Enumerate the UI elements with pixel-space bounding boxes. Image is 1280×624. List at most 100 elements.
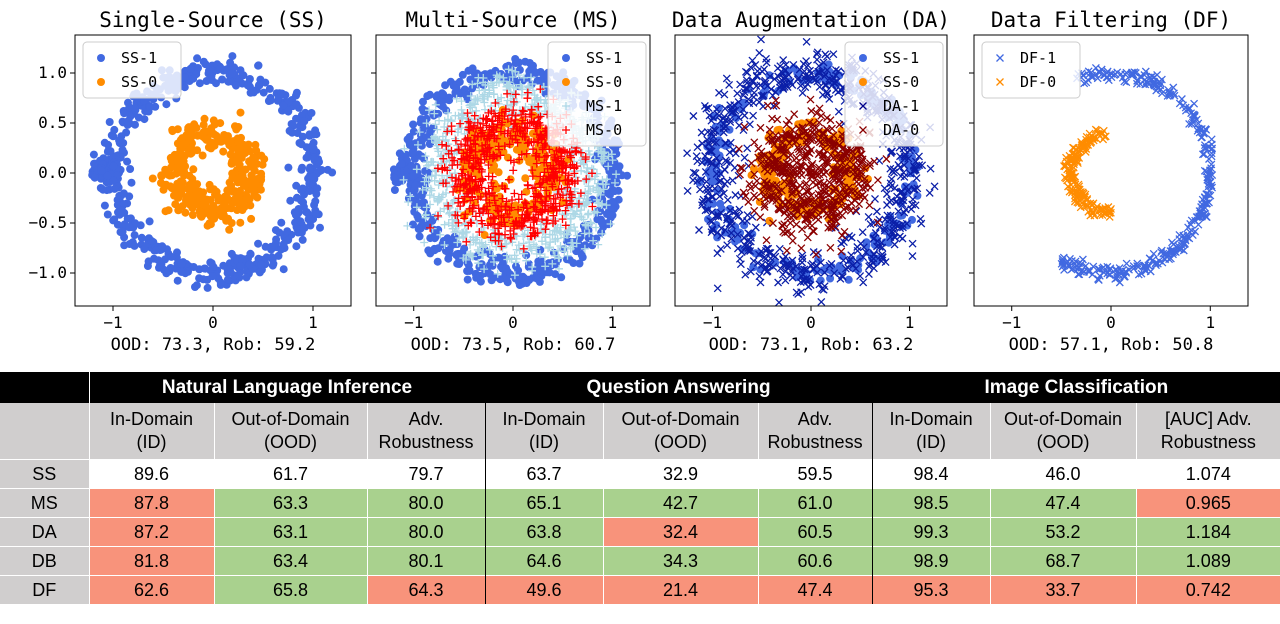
- df-1-point: [1141, 267, 1150, 276]
- da-1-point: [719, 189, 728, 198]
- da-0-point: [768, 137, 777, 146]
- da-1-point: [743, 68, 752, 77]
- ss-1-point: [306, 221, 315, 230]
- da-0-point: [768, 114, 777, 123]
- ms-0-point: [466, 146, 475, 155]
- ss-0-point: [225, 225, 234, 234]
- ms-0-point: [532, 159, 541, 168]
- ss-1-point: [254, 61, 263, 70]
- ms-1-point: [493, 73, 502, 82]
- da-1-point: [841, 264, 850, 273]
- da-1-point: [749, 77, 758, 86]
- ss-0-point: [247, 171, 256, 180]
- da-1-point: [758, 260, 766, 269]
- da-1-point: [722, 74, 731, 83]
- ms-0-point: [456, 186, 464, 195]
- da-0-point: [849, 169, 858, 178]
- da-1-point: [760, 253, 768, 262]
- da-1-point: [737, 248, 746, 256]
- da-0-point: [782, 246, 791, 255]
- ms-0-point: [525, 119, 534, 128]
- ss-0-point: [207, 124, 216, 133]
- ms-0-point: [523, 88, 532, 97]
- da-0-point: [768, 135, 777, 144]
- da-1-point: [776, 83, 784, 92]
- ss-1-point: [609, 169, 618, 178]
- ss-1-point: [433, 257, 442, 266]
- da-1-point: [758, 67, 767, 76]
- ss-1-point: [298, 163, 307, 172]
- ms-1-point: [576, 212, 584, 221]
- da-1-point: [712, 105, 721, 114]
- da-0-point: [804, 186, 813, 195]
- ss-0-point: [219, 206, 228, 215]
- da-1-point: [867, 256, 876, 265]
- ms-0-point: [566, 187, 575, 196]
- da-1-point: [735, 254, 744, 263]
- da-0-point: [797, 161, 806, 170]
- da-1-point: [734, 98, 743, 107]
- da-0-point: [780, 208, 789, 217]
- da-1-point: [802, 57, 811, 66]
- ms-1-point: [474, 259, 483, 268]
- ms-0-point: [526, 223, 535, 232]
- ms-1-point: [541, 262, 550, 271]
- ss-1-point: [292, 88, 301, 97]
- ss-1-point: [751, 249, 760, 258]
- ms-0-point: [519, 244, 528, 253]
- ms-0-point: [465, 151, 474, 160]
- da-0-point: [856, 150, 865, 159]
- ss-0-point: [238, 168, 247, 177]
- da-1-point: [750, 88, 759, 97]
- ms-0-point: [508, 196, 516, 204]
- ms-0-point: [567, 193, 576, 202]
- da-0-point: [785, 139, 794, 148]
- ss-1-point: [409, 120, 418, 129]
- ms-1-point: [510, 251, 519, 260]
- ms-0-point: [453, 211, 462, 220]
- ss-1-point: [395, 149, 404, 158]
- ss-1-point: [297, 196, 305, 205]
- ms-0-point: [502, 197, 511, 206]
- df-1-point: [1207, 152, 1216, 161]
- da-1-point: [706, 146, 715, 155]
- ms-0-point: [469, 201, 478, 210]
- ms-0-point: [517, 190, 526, 199]
- da-0-point: [815, 127, 824, 135]
- df-1-point: [1207, 135, 1216, 144]
- da-1-point: [903, 186, 912, 195]
- ss-1-point: [597, 228, 606, 237]
- ss-1-point: [725, 204, 734, 213]
- da-0-point: [790, 110, 799, 119]
- da-1-point: [713, 228, 722, 237]
- ss-1-point: [826, 274, 835, 283]
- da-1-point: [819, 285, 828, 294]
- da-1-point: [894, 207, 903, 216]
- ms-1-point: [444, 219, 453, 227]
- da-1-point: [683, 186, 692, 195]
- ms-1-point: [554, 253, 563, 262]
- ms-1-point: [466, 92, 475, 100]
- da-0-point: [838, 231, 847, 240]
- ms-1-point: [496, 235, 505, 244]
- ms-1-point: [498, 243, 507, 252]
- ms-0-point: [538, 199, 547, 208]
- da-1-point: [890, 240, 899, 249]
- ms-0-point: [462, 189, 471, 198]
- ms-0-point: [548, 182, 557, 191]
- da-0-point: [787, 135, 796, 144]
- ss-1-point: [292, 242, 301, 251]
- ss-0-point: [233, 157, 242, 166]
- df-1-point: [1169, 83, 1178, 92]
- da-0-point: [778, 221, 787, 230]
- ss-1-point: [414, 214, 423, 223]
- ss-1-point: [120, 109, 129, 118]
- ms-0-point: [544, 172, 553, 181]
- ss-1-point: [419, 107, 428, 116]
- da-1-point: [851, 264, 860, 273]
- ms-0-point: [465, 204, 474, 213]
- ms-1-point: [580, 244, 589, 253]
- y-tick-label: −1.0: [28, 263, 67, 282]
- ms-0-point: [543, 164, 552, 173]
- da-1-point: [747, 233, 755, 242]
